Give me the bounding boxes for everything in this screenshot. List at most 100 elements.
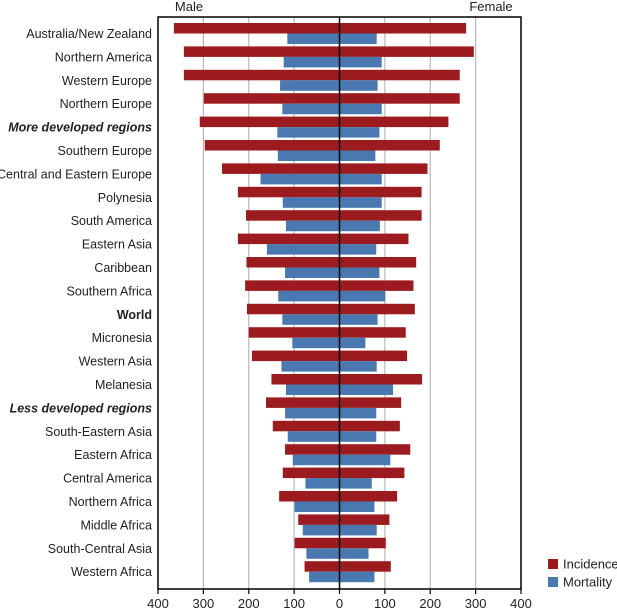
category-label: Middle Africa [80, 518, 152, 532]
mortality-bar-right-female [339, 454, 391, 466]
incidence-bar-left-male [203, 93, 340, 104]
mortality-bar-right-female [339, 173, 382, 185]
mortality-bar-right-female [339, 267, 380, 278]
tick-label: 200 [419, 596, 441, 611]
category-label: Central America [63, 472, 152, 486]
incidence-bar-left-male [304, 561, 340, 572]
incidence-bar-left-male [245, 280, 340, 291]
incidence-bar-right-female [339, 561, 391, 572]
incidence-bar-left-male [183, 69, 340, 81]
mortality-bar-left-male [292, 454, 340, 466]
incidence-bar-left-male [265, 397, 340, 408]
category-label: World [117, 308, 152, 322]
incidence-bar-left-male [246, 257, 340, 268]
tick-label: 400 [147, 596, 169, 611]
category-label: Southern Africa [67, 284, 153, 298]
x-axis-ticks: 400 300 200 100 0 100 200 300 400 [147, 589, 532, 611]
mortality-bar-right-female [339, 244, 377, 255]
incidence-bar-right-female [339, 140, 440, 151]
category-label: South-Central Asia [48, 542, 152, 556]
incidence-bar-left-male [237, 233, 340, 245]
category-label: Western Africa [71, 565, 152, 579]
tick-label: 400 [510, 596, 532, 611]
bars [173, 23, 474, 583]
mortality-bar-right-female [339, 524, 377, 536]
legend-label-mortality: Mortality [563, 575, 613, 590]
mortality-bar-right-female [339, 127, 380, 138]
incidence-bar-left-male [199, 116, 340, 128]
incidence-bar-right-female [339, 374, 423, 385]
mortality-bar-right-female [339, 150, 376, 161]
incidence-bar-right-female [339, 327, 406, 338]
female-side-label: Female [469, 0, 512, 14]
mortality-bar-left-male [282, 103, 340, 115]
incidence-bar-left-male [183, 46, 340, 57]
category-label: Eastern Africa [74, 448, 152, 462]
mortality-bar-left-male [285, 267, 340, 278]
incidence-bar-right-female [339, 350, 408, 362]
mortality-bar-left-male [285, 384, 340, 395]
incidence-bar-left-male [221, 163, 340, 174]
category-label: Northern America [55, 50, 152, 64]
mortality-bar-left-male [305, 478, 340, 489]
incidence-bar-right-female [339, 46, 474, 57]
legend-label-incidence: Incidence [563, 557, 617, 572]
mortality-bar-left-male [292, 337, 340, 349]
tick-label: 200 [238, 596, 260, 611]
incidence-bar-left-male [294, 537, 340, 549]
mortality-bar-left-male [294, 501, 340, 512]
legend-swatch-mortality [548, 577, 558, 587]
category-labels: Australia/New Zealand Northern America Wes… [0, 27, 152, 579]
incidence-bar-right-female [339, 491, 398, 502]
incidence-bar-left-male [204, 140, 340, 151]
mortality-bar-right-female [339, 431, 377, 442]
incidence-bar-right-female [339, 116, 449, 128]
incidence-bar-left-male [271, 374, 340, 385]
incidence-bar-right-female [339, 397, 402, 408]
tick-label: 0 [336, 596, 343, 611]
incidence-bar-left-male [298, 514, 340, 525]
mortality-bar-right-female [339, 337, 366, 349]
category-label: Northern Africa [69, 495, 152, 509]
tick-label: 100 [283, 596, 305, 611]
category-label: Western Asia [79, 355, 152, 369]
mortality-bar-left-male [283, 56, 340, 68]
mortality-bar-left-male [285, 220, 340, 232]
tick-label: 300 [193, 596, 215, 611]
mortality-bar-right-female [339, 361, 377, 372]
mortality-bar-right-female [339, 571, 375, 583]
category-label: Australia/New Zealand [26, 27, 152, 41]
legend: Incidence Mortality [548, 557, 617, 590]
mortality-bar-right-female [339, 501, 375, 512]
category-label: Eastern Asia [82, 238, 152, 252]
category-label: South-Eastern Asia [45, 425, 152, 439]
mortality-bar-left-male [302, 524, 340, 536]
mortality-bar-left-male [280, 80, 340, 91]
incidence-bar-right-female [339, 514, 390, 525]
incidence-bar-right-female [339, 444, 411, 455]
category-label: More developed regions [8, 121, 152, 135]
incidence-bar-left-male [173, 23, 340, 34]
mortality-bar-left-male [260, 173, 340, 185]
incidence-bar-left-male [248, 327, 340, 338]
mortality-bar-left-male [278, 290, 340, 302]
mortality-bar-right-female [339, 314, 378, 325]
mortality-bar-right-female [339, 220, 380, 232]
incidence-bar-right-female [339, 420, 400, 432]
tick-label: 300 [465, 596, 487, 611]
incidence-bar-right-female [339, 233, 409, 245]
category-label: Caribbean [94, 261, 152, 275]
mortality-bar-left-male [281, 361, 340, 372]
mortality-bar-right-female [339, 80, 378, 91]
mortality-bar-left-male [285, 407, 340, 419]
incidence-bar-right-female [339, 303, 415, 315]
mortality-bar-right-female [339, 56, 382, 68]
mortality-bar-right-female [339, 384, 394, 395]
mortality-bar-left-male [306, 548, 340, 559]
category-label: Central and Eastern Europe [0, 167, 152, 181]
incidence-bar-left-male [246, 303, 340, 315]
mortality-bar-left-male [277, 127, 340, 138]
category-label: Northern Europe [60, 97, 152, 111]
mortality-bar-left-male [266, 244, 340, 255]
